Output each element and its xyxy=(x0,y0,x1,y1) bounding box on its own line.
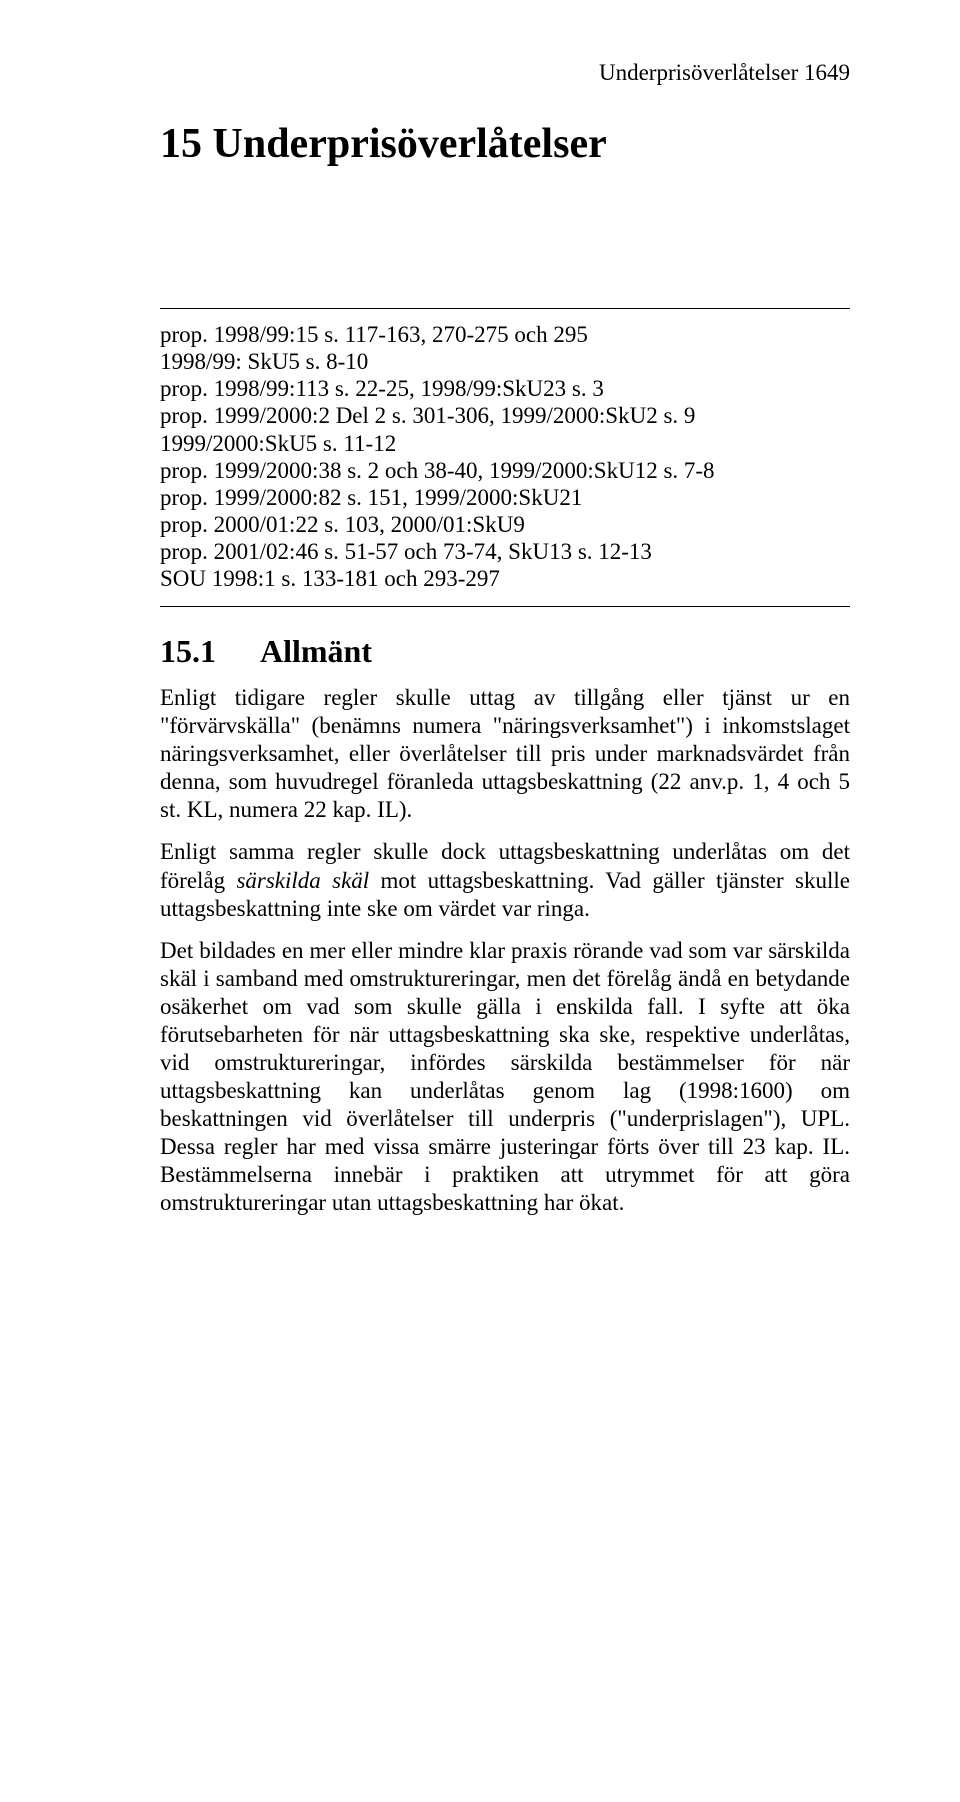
divider-bottom xyxy=(160,606,850,607)
italic-phrase: särskilda skäl xyxy=(236,868,369,893)
running-header: Underprisöverlåtelser 1649 xyxy=(160,60,850,86)
section-number: 15.1 xyxy=(160,633,260,670)
section-title: Allmänt xyxy=(260,633,372,669)
body-paragraph: Enligt samma regler skulle dock uttagsbe… xyxy=(160,838,850,922)
document-page: Underprisöverlåtelser 1649 15 Underprisö… xyxy=(0,0,960,1291)
section-heading: 15.1Allmänt xyxy=(160,633,850,670)
references-block: prop. 1998/99:15 s. 117-163, 270-275 och… xyxy=(160,309,850,606)
chapter-number: 15 xyxy=(160,121,202,167)
chapter-title-text: Underprisöverlåtelser xyxy=(213,121,607,167)
body-paragraph: Enligt tidigare regler skulle uttag av t… xyxy=(160,684,850,824)
body-paragraph: Det bildades en mer eller mindre klar pr… xyxy=(160,937,850,1217)
chapter-title: 15 Underprisöverlåtelser xyxy=(160,120,850,168)
